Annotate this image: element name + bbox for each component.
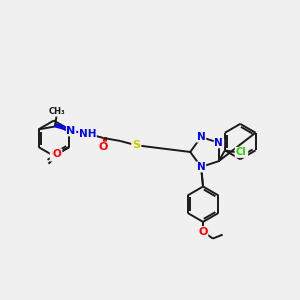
Text: CH₃: CH₃ <box>48 107 65 116</box>
Bar <box>200 228 206 235</box>
Bar <box>197 164 205 170</box>
Bar <box>215 139 223 146</box>
Bar <box>133 142 140 149</box>
Bar <box>54 151 61 158</box>
Text: N: N <box>197 132 206 142</box>
Bar <box>68 128 74 134</box>
Text: O: O <box>198 227 208 237</box>
Text: O: O <box>99 142 108 152</box>
Text: O: O <box>50 151 59 161</box>
Text: N: N <box>197 162 206 172</box>
Text: Cl: Cl <box>235 147 246 158</box>
Text: O: O <box>53 149 62 159</box>
Text: O: O <box>51 149 59 159</box>
Bar <box>133 142 140 149</box>
Text: N: N <box>66 126 76 136</box>
Text: S: S <box>132 139 140 152</box>
Bar <box>100 144 107 151</box>
Text: NH: NH <box>79 129 96 139</box>
Bar <box>82 130 92 137</box>
Bar <box>197 134 205 140</box>
Text: N: N <box>214 138 223 148</box>
Text: S: S <box>132 140 140 150</box>
Bar <box>235 149 247 156</box>
